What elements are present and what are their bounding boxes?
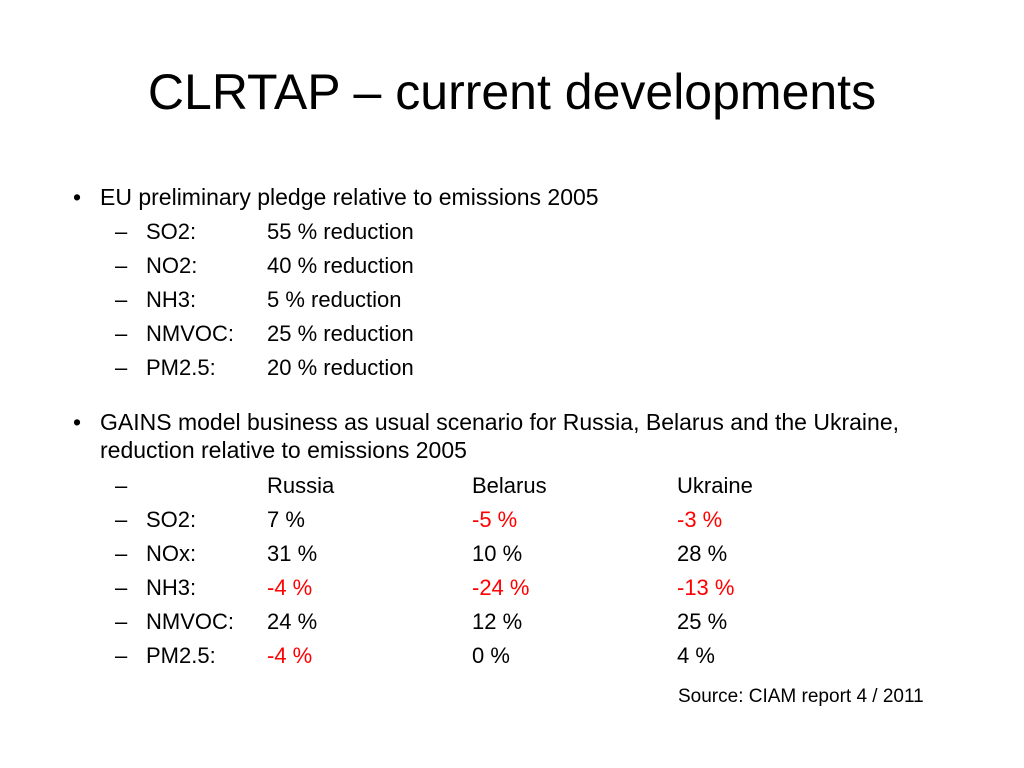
- section1-heading: EU preliminary pledge relative to emissi…: [100, 184, 599, 210]
- pollutant-label: SO2:: [146, 507, 197, 532]
- column-header-belarus: Belarus: [472, 473, 547, 498]
- section1-item: – SO2: 55 % reduction: [0, 215, 1024, 249]
- dash-marker: –: [115, 609, 128, 634]
- pollutant-label: NMVOC:: [146, 609, 234, 634]
- dash-marker: –: [115, 643, 128, 668]
- dash-marker: –: [115, 253, 128, 278]
- dash-marker: –: [115, 507, 128, 532]
- table-row: – PM2.5: -4 % 0 % 4 %: [0, 639, 1024, 673]
- section1-item: – NMVOC: 25 % reduction: [0, 317, 1024, 351]
- section2-heading: GAINS model business as usual scenario f…: [100, 409, 900, 463]
- pollutant-label: SO2:: [146, 219, 197, 244]
- dash-marker: –: [115, 219, 128, 244]
- section1-item: – NO2: 40 % reduction: [0, 249, 1024, 283]
- russia-value: 7 %: [267, 507, 305, 532]
- ukraine-value: -3 %: [677, 507, 723, 532]
- belarus-value: 10 %: [472, 541, 523, 566]
- table-row: – NOx: 31 % 10 % 28 %: [0, 537, 1024, 571]
- ukraine-value: 4 %: [677, 643, 715, 668]
- pledge-value: 40 % reduction: [267, 253, 414, 278]
- pollutant-label: NH3:: [146, 287, 197, 312]
- belarus-value: 0 %: [472, 643, 510, 668]
- dash-marker: –: [115, 473, 128, 498]
- russia-value: 24 %: [267, 609, 318, 634]
- dash-marker: –: [115, 287, 128, 312]
- ukraine-value: -13 %: [677, 575, 735, 600]
- pollutant-label: NO2:: [146, 253, 198, 278]
- section1-item: – PM2.5: 20 % reduction: [0, 351, 1024, 385]
- russia-value: 31 %: [267, 541, 318, 566]
- pollutant-label: NOx:: [146, 541, 197, 566]
- pledge-value: 55 % reduction: [267, 219, 414, 244]
- russia-value: -4 %: [267, 643, 313, 668]
- pledge-value: 25 % reduction: [267, 321, 414, 346]
- ukraine-value: 28 %: [677, 541, 728, 566]
- section1-item: – NH3: 5 % reduction: [0, 283, 1024, 317]
- pollutant-label: NMVOC:: [146, 321, 234, 346]
- pledge-value: 20 % reduction: [267, 355, 414, 380]
- table-row: – SO2: 7 % -5 % -3 %: [0, 503, 1024, 537]
- pollutant-label: NH3:: [146, 575, 197, 600]
- bullet-marker: •: [73, 409, 82, 435]
- belarus-value: -24 %: [472, 575, 530, 600]
- dash-marker: –: [115, 541, 128, 566]
- belarus-value: -5 %: [472, 507, 518, 532]
- column-header-russia: Russia: [267, 473, 335, 498]
- table-row: – NMVOC: 24 % 12 % 25 %: [0, 605, 1024, 639]
- bullet-marker: •: [73, 184, 82, 210]
- slide-title: CLRTAP – current developments: [147, 64, 877, 120]
- dash-marker: –: [115, 355, 128, 380]
- table-row: – NH3: -4 % -24 % -13 %: [0, 571, 1024, 605]
- belarus-value: 12 %: [472, 609, 523, 634]
- pledge-value: 5 % reduction: [267, 287, 402, 312]
- dash-marker: –: [115, 321, 128, 346]
- table-header-row: – Russia Belarus Ukraine: [0, 469, 1024, 503]
- ukraine-value: 25 %: [677, 609, 728, 634]
- source-citation: Source: CIAM report 4 / 2011: [678, 686, 924, 707]
- column-header-ukraine: Ukraine: [677, 473, 753, 498]
- pollutant-label: PM2.5:: [146, 355, 216, 380]
- dash-marker: –: [115, 575, 128, 600]
- pollutant-label: PM2.5:: [146, 643, 216, 668]
- russia-value: -4 %: [267, 575, 313, 600]
